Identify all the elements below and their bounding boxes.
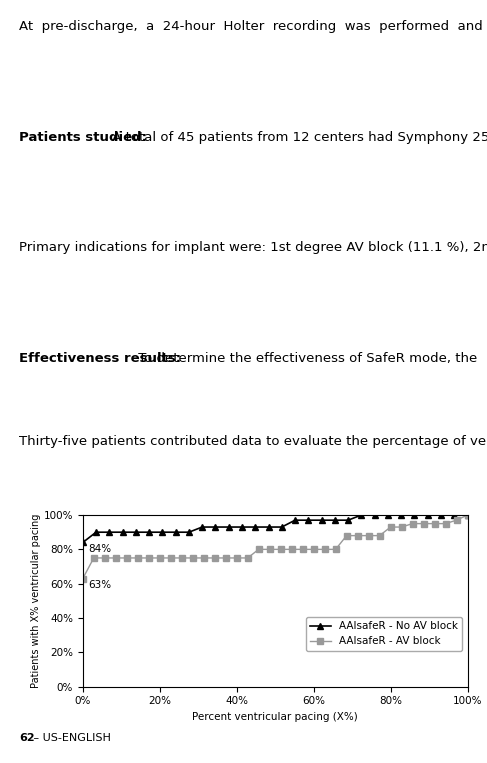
AAIsafeR - AV block xyxy=(376,531,382,540)
AAIsafeR - AV block xyxy=(410,519,415,528)
AAIsafeR - AV block xyxy=(80,574,86,583)
AAIsafeR - AV block xyxy=(256,545,262,554)
AAIsafeR - No AV block xyxy=(332,516,338,525)
AAIsafeR - AV block xyxy=(333,545,338,554)
AAIsafeR - No AV block xyxy=(186,528,192,537)
AAIsafeR - No AV block xyxy=(93,528,99,537)
AAIsafeR - AV block xyxy=(168,553,174,562)
AAIsafeR - AV block xyxy=(102,553,108,562)
Text: – US-ENGLISH: – US-ENGLISH xyxy=(30,733,111,743)
AAIsafeR - AV block xyxy=(311,545,317,554)
AAIsafeR - No AV block xyxy=(120,528,126,537)
AAIsafeR - AV block xyxy=(453,516,459,525)
AAIsafeR - No AV block xyxy=(173,528,179,537)
AAIsafeR - AV block xyxy=(234,553,240,562)
AAIsafeR - No AV block xyxy=(133,528,139,537)
AAIsafeR - AV block xyxy=(201,553,206,562)
AAIsafeR - No AV block xyxy=(106,528,112,537)
Text: To determine the effectiveness of SafeR mode, the  percentage  of  ventricular  : To determine the effectiveness of SafeR … xyxy=(134,352,487,365)
AAIsafeR - AV block xyxy=(245,553,251,562)
Text: At  pre-discharge,  a  24-hour  Holter  recording  was  performed  and pacemaker: At pre-discharge, a 24-hour Holter recor… xyxy=(19,21,487,34)
AAIsafeR - AV block xyxy=(157,553,163,562)
AAIsafeR - No AV block xyxy=(80,538,86,547)
AAIsafeR - AV block xyxy=(443,519,449,528)
AAIsafeR - No AV block xyxy=(398,510,404,520)
AAIsafeR - No AV block xyxy=(199,523,205,532)
Text: A total of 45 patients from 12 centers had Symphony 2550 pacemakers with SafeR. : A total of 45 patients from 12 centers h… xyxy=(108,130,487,143)
AAIsafeR - AV block xyxy=(431,519,437,528)
AAIsafeR - AV block xyxy=(421,519,427,528)
AAIsafeR - AV block xyxy=(322,545,328,554)
AAIsafeR - No AV block xyxy=(385,510,391,520)
Y-axis label: Patients with X% ventricular pacing: Patients with X% ventricular pacing xyxy=(31,513,41,688)
AAIsafeR - No AV block xyxy=(465,510,470,520)
Text: Primary indications for implant were: 1st degree AV block (11.1 %), 2nd degree A: Primary indications for implant were: 1s… xyxy=(19,241,487,254)
AAIsafeR - AV block xyxy=(399,523,405,532)
Text: Thirty-five patients contributed data to evaluate the percentage of ventricular : Thirty-five patients contributed data to… xyxy=(19,436,487,449)
AAIsafeR - No AV block xyxy=(226,523,232,532)
Text: Effectiveness results:: Effectiveness results: xyxy=(19,352,182,365)
AAIsafeR - AV block xyxy=(135,553,141,562)
AAIsafeR - No AV block xyxy=(252,523,258,532)
AAIsafeR - No AV block xyxy=(279,523,285,532)
AAIsafeR - No AV block xyxy=(318,516,324,525)
AAIsafeR - AV block xyxy=(91,553,97,562)
AAIsafeR - AV block xyxy=(190,553,196,562)
AAIsafeR - AV block xyxy=(300,545,305,554)
AAIsafeR - AV block xyxy=(465,510,470,520)
AAIsafeR - No AV block xyxy=(451,510,457,520)
AAIsafeR - AV block xyxy=(223,553,228,562)
Legend: AAIsafeR - No AV block, AAIsafeR - AV block: AAIsafeR - No AV block, AAIsafeR - AV bl… xyxy=(306,617,462,651)
AAIsafeR - AV block xyxy=(267,545,273,554)
Line: AAIsafeR - AV block: AAIsafeR - AV block xyxy=(80,512,470,581)
AAIsafeR - AV block xyxy=(355,531,360,540)
AAIsafeR - No AV block xyxy=(438,510,444,520)
AAIsafeR - AV block xyxy=(113,553,119,562)
Line: AAIsafeR - No AV block: AAIsafeR - No AV block xyxy=(80,512,470,546)
AAIsafeR - AV block xyxy=(278,545,283,554)
AAIsafeR - No AV block xyxy=(345,516,351,525)
AAIsafeR - AV block xyxy=(212,553,218,562)
AAIsafeR - AV block xyxy=(179,553,185,562)
Text: 63%: 63% xyxy=(88,580,112,590)
AAIsafeR - No AV block xyxy=(425,510,431,520)
AAIsafeR - No AV block xyxy=(372,510,377,520)
AAIsafeR - AV block xyxy=(388,523,393,532)
AAIsafeR - No AV block xyxy=(305,516,311,525)
Text: Patients studied:: Patients studied: xyxy=(19,130,148,143)
AAIsafeR - No AV block xyxy=(212,523,218,532)
AAIsafeR - No AV block xyxy=(412,510,417,520)
AAIsafeR - No AV block xyxy=(239,523,245,532)
AAIsafeR - No AV block xyxy=(146,528,152,537)
X-axis label: Percent ventricular pacing (X%): Percent ventricular pacing (X%) xyxy=(192,712,358,722)
AAIsafeR - AV block xyxy=(366,531,372,540)
Text: 62: 62 xyxy=(19,733,35,743)
AAIsafeR - AV block xyxy=(146,553,151,562)
AAIsafeR - No AV block xyxy=(358,510,364,520)
AAIsafeR - No AV block xyxy=(265,523,271,532)
AAIsafeR - AV block xyxy=(344,531,350,540)
AAIsafeR - AV block xyxy=(124,553,130,562)
AAIsafeR - AV block xyxy=(289,545,295,554)
AAIsafeR - No AV block xyxy=(159,528,165,537)
Text: 84%: 84% xyxy=(88,544,112,554)
AAIsafeR - No AV block xyxy=(292,516,298,525)
